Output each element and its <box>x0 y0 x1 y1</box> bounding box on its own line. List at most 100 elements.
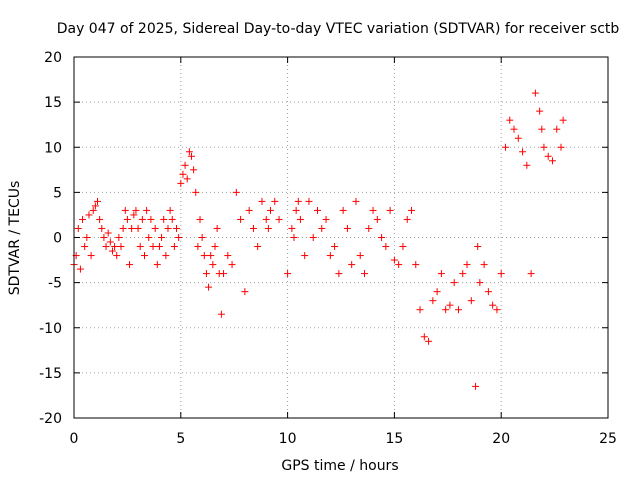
data-point <box>89 206 97 214</box>
data-point <box>501 143 509 151</box>
data-point <box>123 215 131 223</box>
data-point <box>132 206 140 214</box>
data-point <box>497 270 505 278</box>
data-point <box>181 161 189 169</box>
data-point <box>467 297 475 305</box>
data-point <box>143 206 151 214</box>
data-point <box>192 188 200 196</box>
data-point <box>232 188 240 196</box>
data-point <box>207 252 215 260</box>
data-point <box>205 283 213 291</box>
data-point <box>111 243 119 251</box>
data-point <box>115 234 123 241</box>
data-point <box>79 215 87 223</box>
data-point <box>390 256 398 264</box>
data-point <box>459 270 467 278</box>
data-point <box>425 337 433 345</box>
data-point <box>536 107 544 115</box>
data-point <box>326 252 334 260</box>
data-point <box>128 224 136 232</box>
data-point <box>83 234 91 241</box>
data-point <box>117 243 125 251</box>
y-tick-label: -5 <box>48 276 62 292</box>
y-tick-label: 0 <box>53 231 62 247</box>
data-point <box>275 215 283 223</box>
data-point <box>113 252 121 260</box>
data-point <box>472 382 480 390</box>
data-point <box>91 202 99 210</box>
data-point <box>190 166 198 174</box>
data-point <box>433 288 441 296</box>
data-point <box>194 243 202 251</box>
data-point <box>177 179 185 187</box>
data-point <box>224 252 232 260</box>
data-point <box>254 243 262 251</box>
data-point <box>429 297 437 305</box>
data-point <box>305 197 313 205</box>
y-tick-label: -10 <box>39 321 62 337</box>
data-point <box>145 234 153 241</box>
data-point <box>258 197 266 205</box>
grid <box>74 57 608 418</box>
data-point <box>119 224 127 232</box>
data-point <box>166 206 174 214</box>
axes: 0 5 10 15 20 25 -20 -15 -10 -5 0 5 10 15 20 <box>39 50 617 447</box>
x-tick-label: 5 <box>176 431 185 447</box>
data-point <box>559 116 567 124</box>
data-point <box>160 215 168 223</box>
data-point <box>262 215 270 223</box>
data-point <box>106 238 114 246</box>
data-point <box>155 243 163 251</box>
data-point <box>314 206 322 214</box>
data-point <box>198 234 206 241</box>
data-point <box>493 306 501 314</box>
data-point <box>506 116 514 124</box>
data-point <box>241 288 249 296</box>
data-point <box>138 215 146 223</box>
data-point <box>130 211 138 219</box>
data-point <box>108 247 116 255</box>
plot-frame <box>73 56 609 419</box>
data-point <box>220 270 228 278</box>
data-point <box>446 301 454 309</box>
data-point <box>480 261 488 269</box>
data-point <box>187 152 195 160</box>
data-point <box>335 270 343 278</box>
y-tick-label: -20 <box>39 411 62 427</box>
data-point <box>271 197 279 205</box>
data-point <box>267 206 275 214</box>
data-point <box>527 270 535 278</box>
data-point <box>164 224 172 232</box>
data-point <box>519 148 527 156</box>
data-point <box>121 206 129 214</box>
data-point <box>437 270 445 278</box>
data-point <box>301 252 309 260</box>
data-point <box>407 206 415 214</box>
data-point <box>200 252 208 260</box>
data-point <box>322 215 330 223</box>
x-tick-label: 20 <box>492 431 510 447</box>
data-point <box>284 270 292 278</box>
data-point <box>318 224 326 232</box>
data-point <box>209 261 217 269</box>
data-point <box>211 243 219 251</box>
data-point <box>420 333 428 341</box>
data-point <box>93 197 101 205</box>
data-point <box>523 161 531 169</box>
data-point <box>514 134 522 142</box>
data-point <box>557 143 565 151</box>
data-point <box>96 215 104 223</box>
data-point <box>553 125 561 133</box>
data-point <box>175 234 183 241</box>
data-point <box>378 234 386 241</box>
data-point <box>74 224 82 232</box>
x-tick-label: 15 <box>385 431 403 447</box>
data-point <box>476 279 484 287</box>
data-point <box>158 234 166 241</box>
x-axis-label: GPS time / hours <box>281 458 398 474</box>
data-point <box>544 152 552 160</box>
data-point <box>369 206 377 214</box>
data-point <box>403 215 411 223</box>
data-point <box>352 197 360 205</box>
